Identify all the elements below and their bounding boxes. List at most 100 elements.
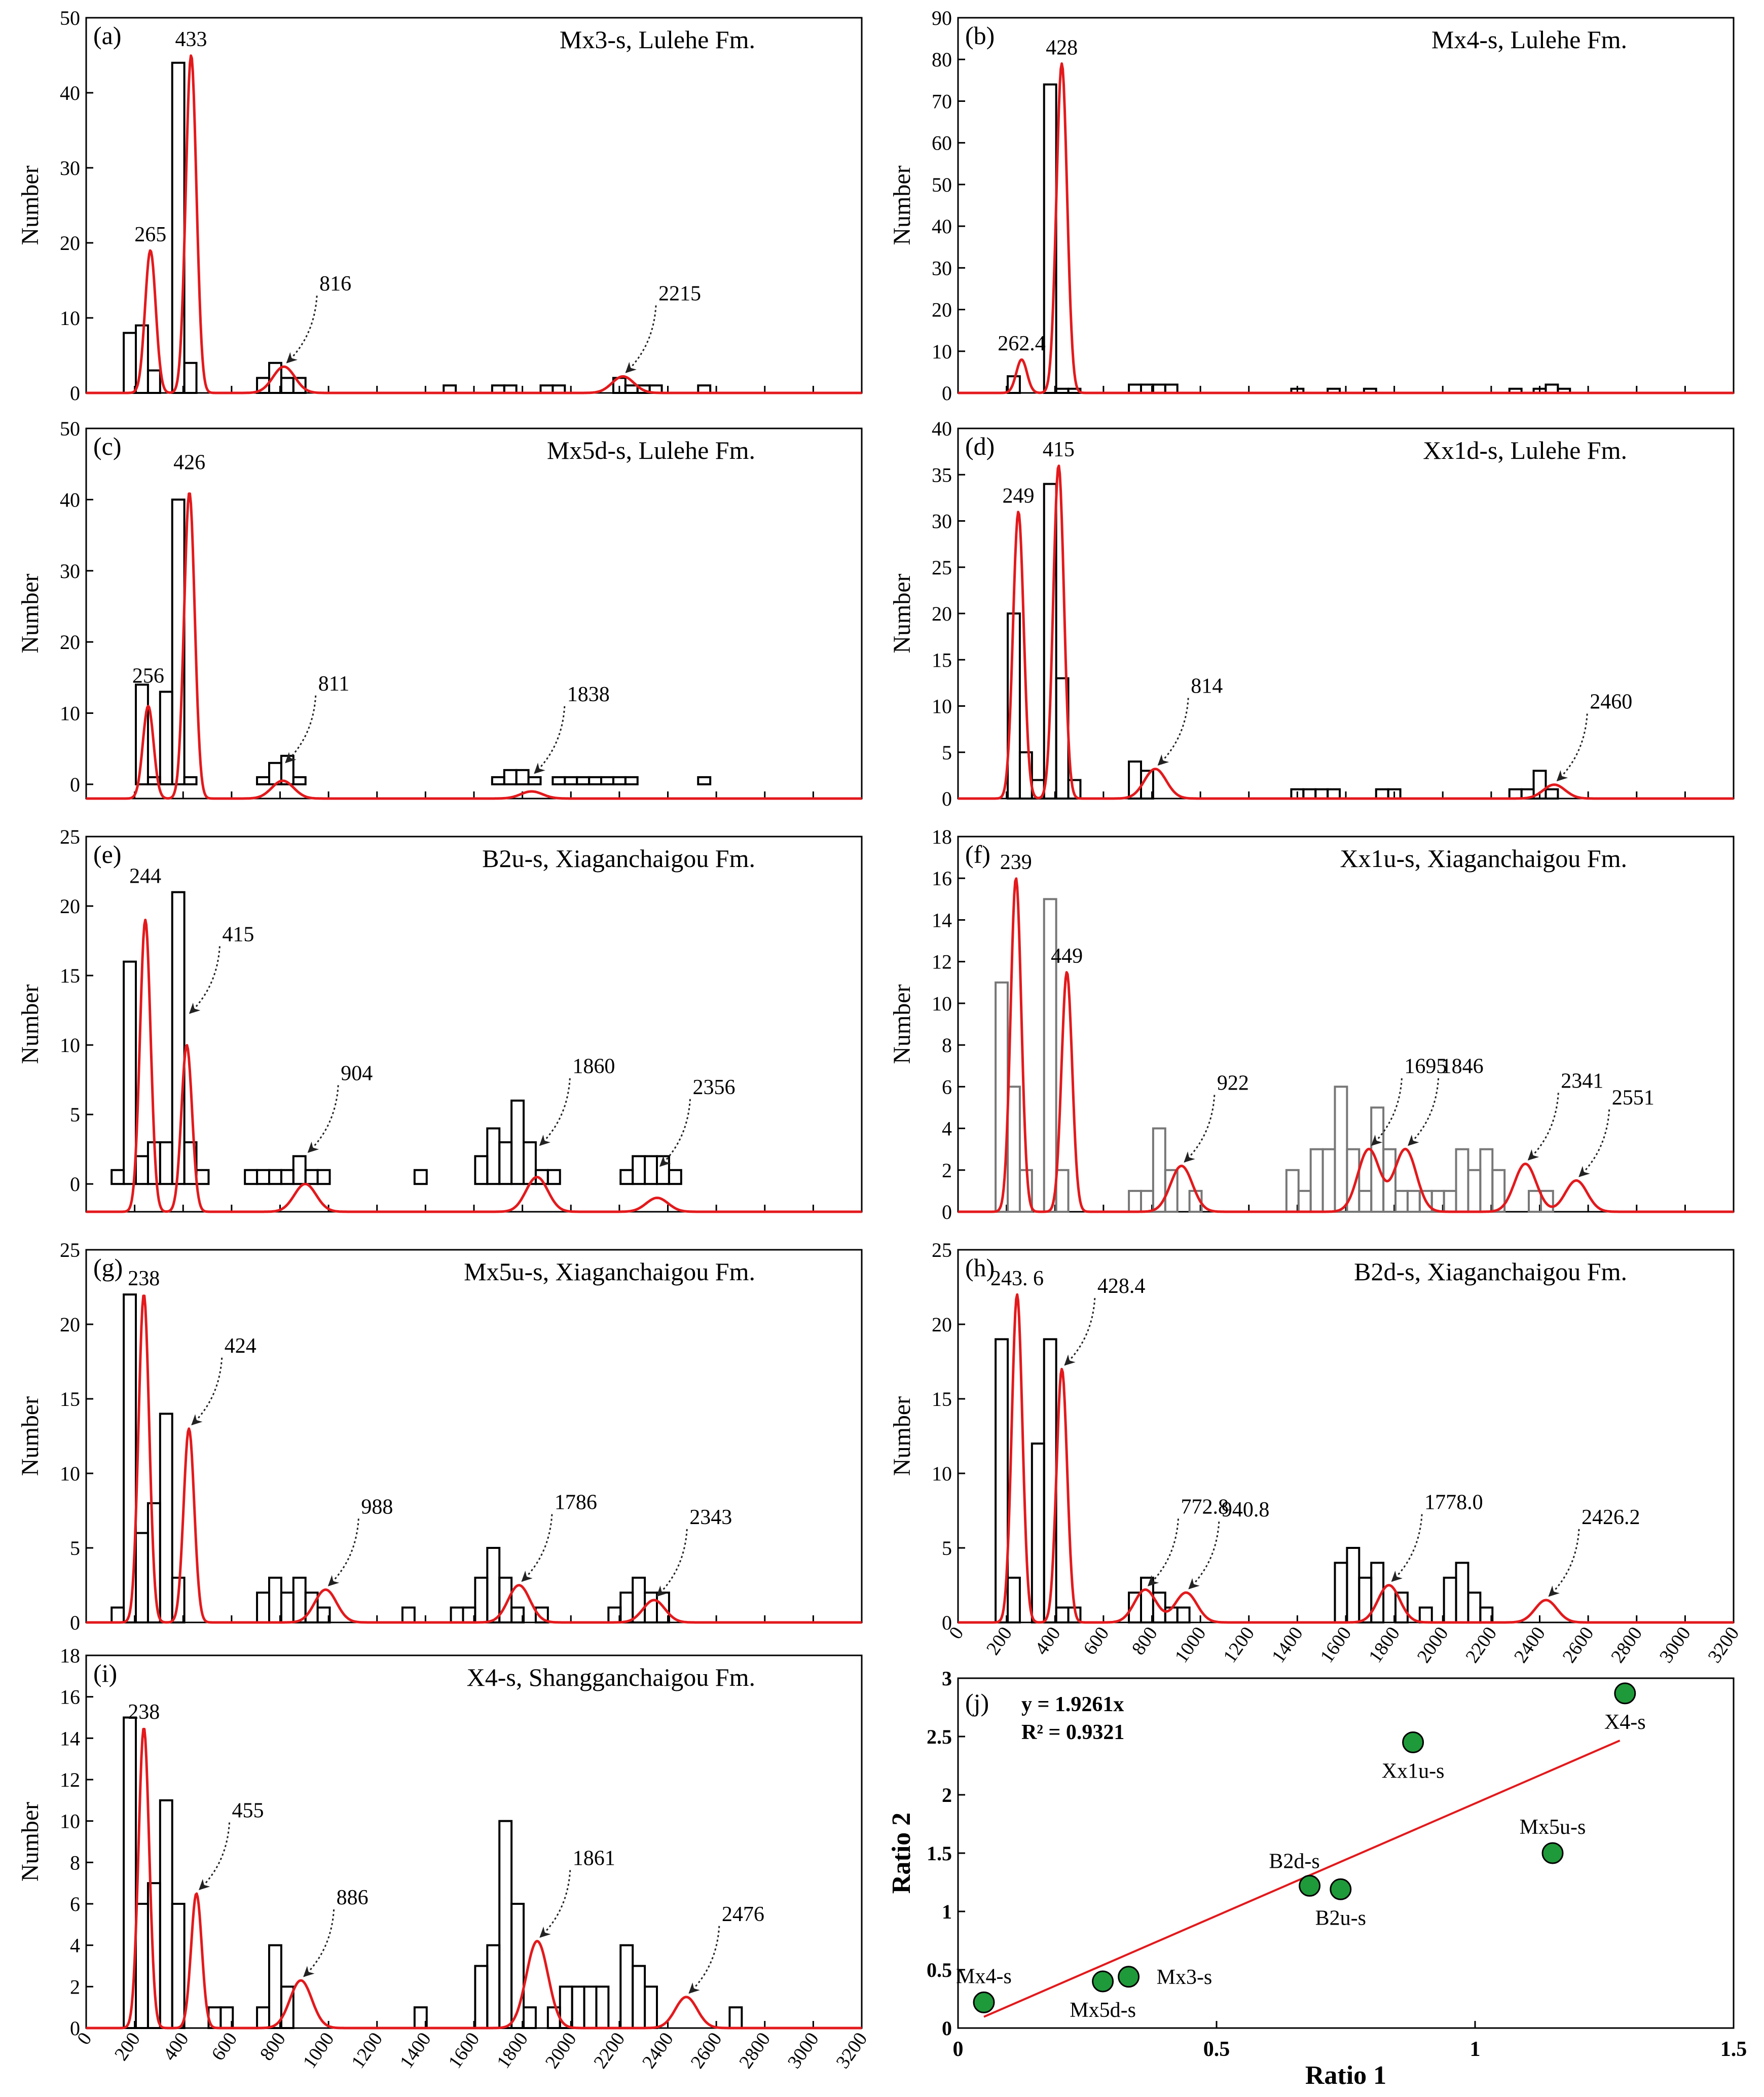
histogram-bar	[503, 769, 518, 785]
histogram-bar	[1479, 1148, 1494, 1213]
histogram-bar	[135, 1903, 149, 2029]
panel-label: (a)	[93, 21, 122, 50]
x-tick-label: 200	[111, 2029, 144, 2065]
peak-arrow	[688, 1926, 720, 1994]
x-tick-label: 2200	[590, 2029, 629, 2072]
histogram-bar	[171, 61, 186, 394]
point-label: Mx3-s	[1157, 1966, 1212, 1989]
peak-label: 1861	[573, 1847, 615, 1870]
histogram-bar	[1358, 1189, 1373, 1213]
panel-a: 0 10 20 30 40 50 Number (a) Mx3-s, Lulehe Fm. 265…	[17, 7, 863, 405]
peak-label: 922	[1217, 1072, 1249, 1095]
histogram-bar	[1346, 1148, 1361, 1213]
y-tick-label: 40	[932, 417, 952, 440]
y-tick-label: 20	[60, 1313, 80, 1336]
histogram-bar	[1007, 1576, 1021, 1624]
peak-label: 2341	[1561, 1069, 1603, 1093]
kde-curve	[86, 492, 862, 800]
x-tick-label: 3000	[784, 2029, 823, 2072]
panel-frame	[957, 1249, 1735, 1623]
scatter-point	[1092, 1970, 1114, 1993]
peak-arrow	[199, 1822, 231, 1891]
peak-label: 424	[225, 1334, 256, 1358]
histogram-bar	[1164, 1169, 1179, 1213]
peak-label: 1695	[1404, 1055, 1447, 1078]
x-tick-label: 200	[982, 1623, 1016, 1659]
histogram-bar	[292, 377, 307, 394]
histogram-bar	[1128, 1189, 1142, 1213]
x-tick-label: 2000	[1413, 1623, 1453, 1667]
y-tick-label: 15	[60, 1388, 80, 1411]
peak-arrow	[1578, 1109, 1610, 1177]
peak-arrow	[1147, 1518, 1179, 1586]
y-tick-label: 5	[70, 1103, 80, 1126]
histogram-bar	[655, 1155, 670, 1185]
panel-label: (b)	[965, 21, 995, 50]
peak-label: 2215	[658, 282, 701, 305]
panel-b: 0 10 20 30 40 50 60 70 80 90 Number (b) Mx4-s, Luleh…	[889, 7, 1735, 405]
peak-label: 816	[319, 272, 351, 296]
histogram-bar	[1346, 1547, 1361, 1623]
histogram-bar	[619, 1944, 634, 2030]
point-label: B2d-s	[1269, 1850, 1319, 1873]
histogram-bar	[546, 1169, 561, 1185]
y-tick-label: 16	[60, 1686, 80, 1709]
histogram-bar	[1302, 788, 1317, 800]
point-label: Xx1u-s	[1382, 1760, 1445, 1783]
peak-arrow	[191, 1357, 223, 1426]
peak-label: 2551	[1612, 1086, 1655, 1109]
histogram-bar	[159, 1141, 173, 1185]
y-tick-label: 90	[932, 7, 952, 29]
histogram-bar	[510, 1606, 525, 1624]
x-tick-label: 1600	[1316, 1623, 1355, 1667]
point-label: B2u-s	[1315, 1906, 1366, 1930]
peak-label: 428	[1046, 36, 1078, 59]
sample-name: X4-s, Shangganchaigou Fm.	[467, 1663, 755, 1691]
histogram-bar	[111, 1169, 125, 1185]
peak-label: 886	[337, 1886, 369, 1909]
histogram-bar	[268, 1944, 282, 2030]
x-tick-label: 2600	[1559, 1623, 1598, 1667]
point-label: Mx5d-s	[1070, 1999, 1136, 2022]
x-tick-label: 3200	[1704, 1623, 1743, 1667]
peak-label: 455	[232, 1799, 264, 1823]
peak-label: 814	[1191, 675, 1223, 698]
histogram-bar	[123, 332, 137, 394]
y-axis-title: Number	[889, 984, 915, 1064]
histogram-bar	[498, 1576, 513, 1624]
histogram-bar	[146, 369, 161, 394]
peak-arrow	[534, 706, 566, 774]
y-tick-label: 2	[942, 1784, 952, 1806]
kde-curve	[958, 1293, 1734, 1624]
y-tick-label: 25	[932, 1239, 952, 1261]
x-tick-label: 3000	[1656, 1623, 1695, 1667]
histogram-bar	[510, 1903, 525, 2029]
peak-label: 2356	[692, 1076, 735, 1099]
x-tick-label: 0	[953, 2038, 964, 2061]
y-tick-label: 14	[932, 909, 952, 931]
y-tick-label: 15	[932, 1388, 952, 1411]
histogram-bar	[644, 1592, 658, 1623]
x-tick-label: 800	[1128, 1623, 1162, 1659]
y-tick-label: 14	[60, 1727, 80, 1750]
panel-label: (e)	[93, 840, 122, 869]
histogram-bar	[1334, 1562, 1348, 1623]
x-tick-label: 600	[1079, 1623, 1113, 1659]
panel-g: 0 5 10 15 20 25 Number (g) Mx5u-s, Xiaganchaigou…	[17, 1239, 863, 1634]
histogram-bar	[401, 1606, 416, 1624]
x-tick-label: 0.5	[1203, 2038, 1230, 2061]
kde-curve	[86, 918, 862, 1213]
x-tick-label: 1200	[347, 2029, 387, 2072]
y-tick-label: 25	[60, 1239, 80, 1261]
peak-arrow	[521, 1514, 553, 1582]
peak-label: 449	[1051, 945, 1083, 968]
panel-label: (i)	[93, 1659, 117, 1687]
sample-name: Xx1d-s, Lulehe Fm.	[1423, 436, 1627, 464]
histogram-bar	[450, 1606, 464, 1624]
y-tick-label: 10	[60, 1462, 80, 1485]
y-tick-label: 5	[942, 741, 952, 764]
histogram-bar	[268, 1169, 282, 1185]
peak-arrow	[1548, 1529, 1580, 1597]
peak-label: 1846	[1441, 1055, 1484, 1078]
x-tick-label: 1600	[444, 2029, 484, 2072]
